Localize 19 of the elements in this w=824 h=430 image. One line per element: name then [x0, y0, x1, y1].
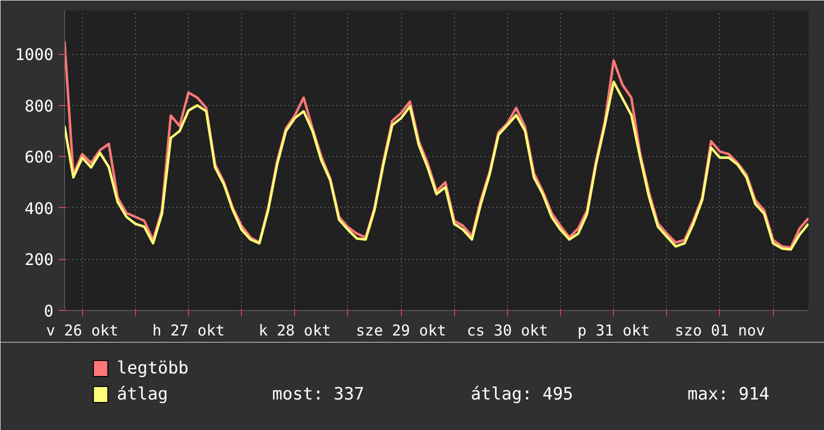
- y-tick-label: 800: [24, 96, 54, 116]
- x-tick-label: cs 30 okt: [466, 322, 548, 340]
- y-tick-label: 0: [44, 302, 54, 320]
- line-series: [64, 80, 808, 251]
- text: most: 337: [272, 384, 364, 404]
- x-tick-label: h 27 okt: [152, 322, 225, 340]
- y-tick-label: 1000: [14, 45, 54, 64]
- y-tick-label: 200: [24, 250, 54, 270]
- x-tick-label: k 28 okt: [258, 322, 331, 340]
- text: max: 914: [688, 384, 770, 404]
- x-tick-label: sze 29 okt: [356, 322, 446, 340]
- legend-label: legtöbb: [116, 358, 189, 378]
- y-tick-label: 400: [24, 198, 54, 218]
- x-tick-label: szo 01 nov: [674, 322, 766, 340]
- text: átlag: 495: [470, 384, 574, 404]
- x-tick-label: v 26 okt: [46, 322, 118, 340]
- legend-label: átlag: [116, 384, 168, 404]
- y-tick-label: 600: [24, 148, 54, 167]
- x-tick-label: p 31 okt: [578, 322, 650, 340]
